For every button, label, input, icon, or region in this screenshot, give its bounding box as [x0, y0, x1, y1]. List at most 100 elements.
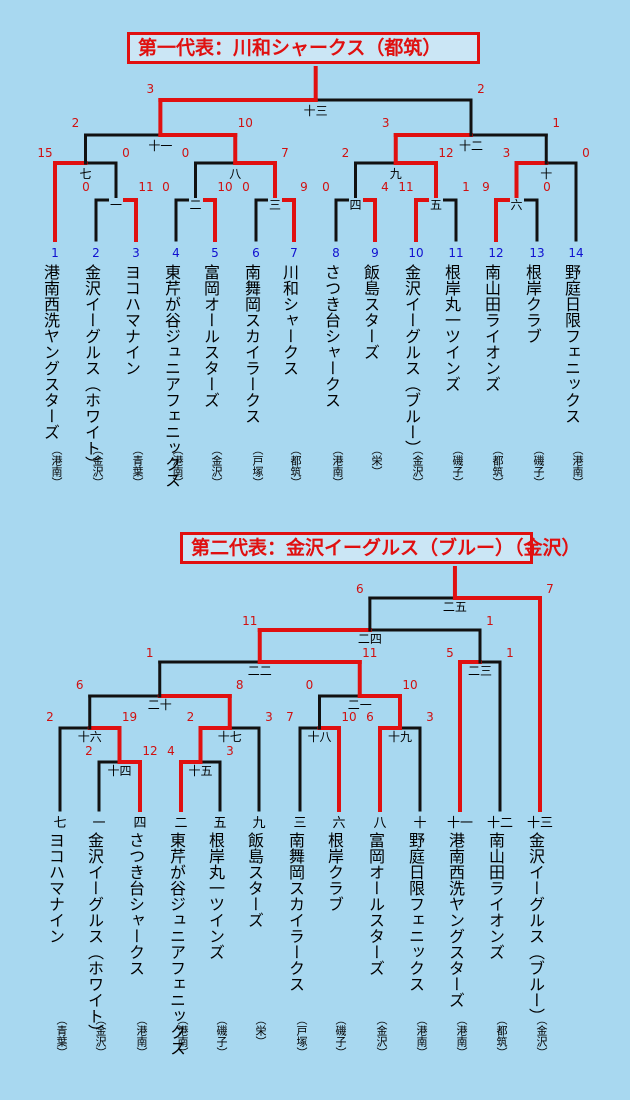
b1-score-right: 1	[552, 116, 561, 130]
b1-score-right: 11	[138, 180, 154, 194]
b1-team-aff: （都筑）	[289, 444, 302, 488]
b2-match-label: 十七	[216, 730, 243, 744]
b2-score-left: 11	[242, 614, 258, 628]
b1-match-label: 二	[188, 198, 203, 212]
b2-score-right: 10	[341, 710, 357, 724]
b1-score-right: 12	[438, 146, 454, 160]
b1-seed: 6	[252, 246, 260, 260]
b2-match-label: 二一	[346, 698, 373, 712]
b1-score-right: 4	[381, 180, 389, 194]
b2-score-left: 7	[286, 710, 294, 724]
b1-team-name: 根岸丸一ツインズ	[442, 264, 461, 392]
bracket1-title: 第一代表：川和シャークス（都筑）	[127, 32, 480, 64]
b1-seed: 3	[132, 246, 140, 260]
b1-match-label: 六	[509, 198, 524, 212]
b1-seed: 10	[408, 246, 424, 260]
b2-match-label: 二十	[146, 698, 173, 712]
b2-score-left: 2	[85, 744, 93, 758]
b1-score-right: 0	[543, 180, 551, 194]
b1-score-left: 3	[502, 146, 511, 160]
b2-score-left: 2	[46, 710, 54, 724]
b2-score-right: 3	[426, 710, 434, 724]
b2-team-aff: （金沢）	[375, 1014, 388, 1058]
b2-team-aff: （都筑）	[495, 1014, 508, 1058]
b1-score-right: 0	[122, 146, 130, 160]
b2-team-name: 富岡オールスターズ	[366, 832, 385, 976]
b1-team-name: 南山田ライオンズ	[482, 264, 501, 392]
b2-team-name: 東芹が谷ジュニアフェニックス	[167, 832, 186, 1056]
b1-score-left: 2	[341, 146, 350, 160]
b1-score-right: 9	[300, 180, 308, 194]
b2-score-right: 12	[142, 744, 158, 758]
b1-team-aff: （青葉）	[131, 444, 144, 488]
b2-seed: 十一	[446, 816, 474, 831]
b1-match-label: 十三	[302, 104, 329, 118]
b2-match-label: 十六	[76, 730, 103, 744]
b2-team-aff: （港南）	[176, 1014, 189, 1058]
b1-match-label: 九	[388, 167, 403, 181]
b1-team-aff: （磯子）	[451, 444, 464, 488]
b2-score-right: 1	[506, 646, 514, 660]
b1-team-aff: （磯子）	[532, 444, 545, 488]
b2-team-aff: （磯子）	[215, 1014, 228, 1058]
b2-team-aff: （青葉）	[55, 1014, 68, 1058]
b1-team-name: 東芹が谷ジュニアフェニックス	[162, 264, 181, 488]
b2-match-label: 十九	[386, 730, 414, 744]
b1-score-left: 9	[482, 180, 490, 194]
b2-score-left: 0	[305, 678, 314, 692]
b2-score-right: 7	[546, 582, 554, 596]
b2-seed: 九	[252, 816, 266, 831]
b2-match-label: 二三	[466, 664, 494, 678]
b1-seed: 12	[488, 246, 504, 260]
b1-match-label: 一	[108, 198, 124, 212]
b2-seed: 十三	[526, 816, 554, 831]
b2-seed: 七	[53, 816, 67, 831]
b2-team-name: 野庭日限フェニックス	[406, 832, 425, 992]
b2-score-left: 5	[446, 646, 454, 660]
b1-seed: 7	[290, 246, 298, 260]
b2-score-left: 6	[356, 582, 364, 596]
b1-match-label: 五	[428, 198, 444, 212]
b2-score-right: 1	[486, 614, 494, 628]
b2-team-name: 根岸丸一ツインズ	[206, 832, 225, 960]
b1-team-name: 川和シャークス	[280, 264, 299, 376]
bracket2-title: 第二代表：金沢イーグルス（ブルー）（金沢）	[180, 532, 581, 564]
b1-match-label: 十一	[147, 139, 174, 153]
b2-score-right: 3	[265, 710, 273, 724]
b2-team-name: さつき台シャークス	[126, 832, 145, 976]
b1-team-aff: （都筑）	[491, 444, 504, 488]
b2-match-label: 二二	[246, 664, 273, 678]
b1-seed: 11	[448, 246, 464, 260]
b2-team-name: 港南西洗ヤングスターズ	[446, 832, 465, 1008]
b1-score-right: 0	[582, 146, 590, 160]
b1-team-aff: （金沢）	[411, 444, 424, 488]
b1-seed: 9	[371, 246, 379, 260]
b1-seed: 1	[51, 246, 59, 260]
b2-seed: 六	[332, 816, 346, 831]
b1-score-right: 10	[217, 180, 233, 194]
b1-match-label: 三	[267, 198, 283, 212]
b1-score-right: 2	[477, 82, 485, 96]
b2-match-label: 十八	[306, 730, 333, 744]
b1-team-aff: （港南）	[171, 444, 184, 488]
b2-team-aff: （戸塚）	[295, 1014, 308, 1058]
b1-team-aff: （金沢）	[91, 444, 104, 488]
b1-team-name: 金沢イーグルス（ホワイト）	[82, 264, 101, 472]
b2-team-aff: （金沢）	[94, 1014, 107, 1058]
b1-score-left: 3	[381, 116, 390, 130]
b2-seed: 十	[413, 816, 427, 831]
b1-team-aff: （栄）	[370, 444, 383, 477]
b2-score-right: 19	[121, 710, 138, 724]
b1-match-label: 十	[539, 167, 554, 181]
b1-score-left: 0	[162, 180, 170, 194]
b1-seed: 5	[211, 246, 219, 260]
b1-score-left: 0	[322, 180, 330, 194]
b1-score-left: 0	[242, 180, 250, 194]
b2-score-left: 4	[167, 744, 175, 758]
b1-score-right: 7	[281, 146, 289, 160]
b2-seed: 十二	[486, 816, 514, 831]
b2-team-name: 金沢イーグルス（ホワイト）	[85, 832, 104, 1040]
b1-match-label: 十二	[457, 139, 485, 153]
b2-seed: 一	[92, 816, 106, 831]
